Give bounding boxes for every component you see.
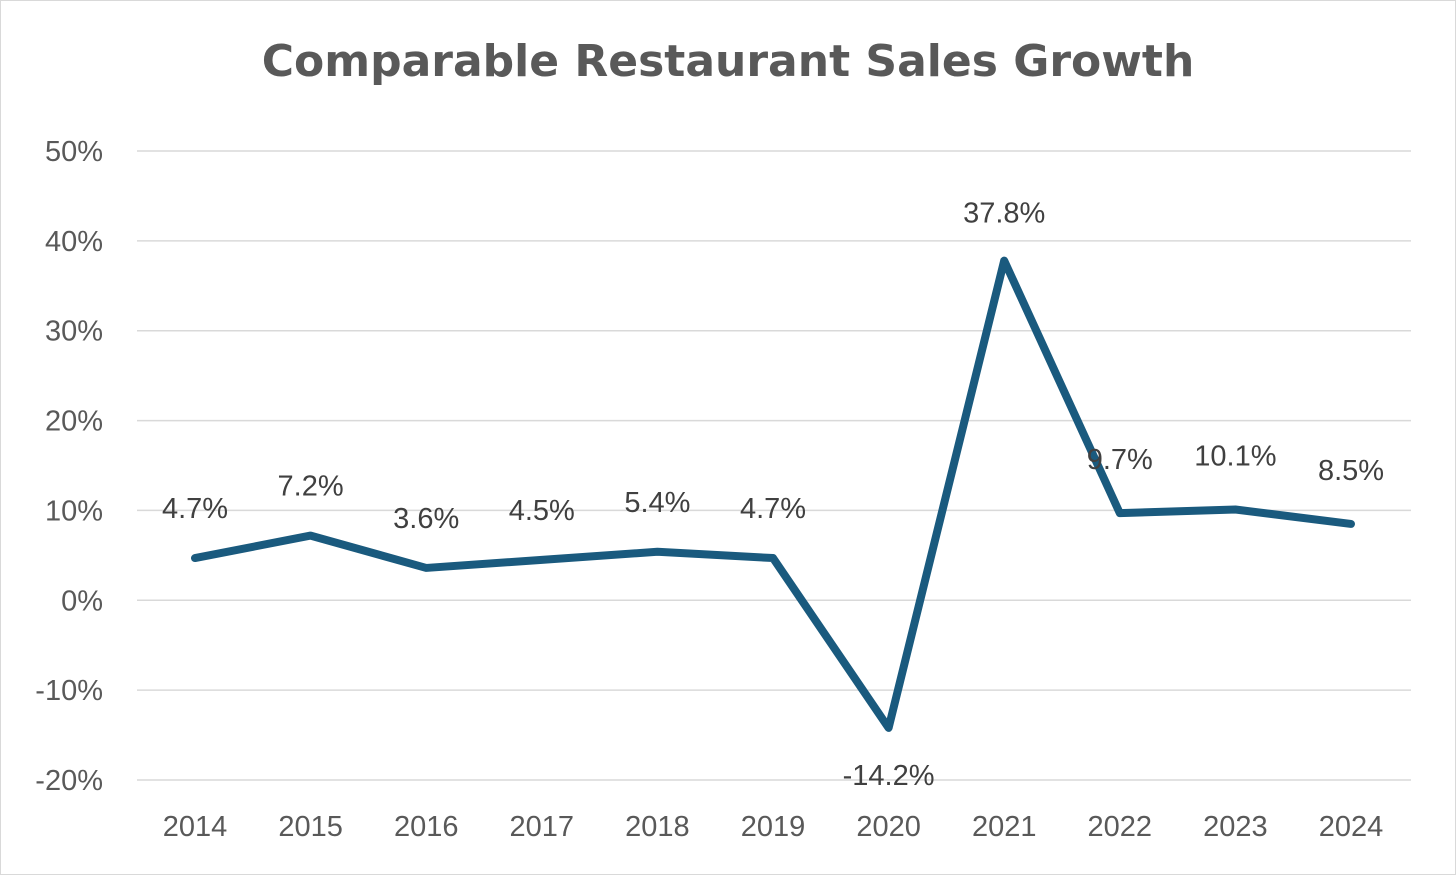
data-label: 8.5%	[1318, 455, 1384, 487]
data-label: 4.7%	[740, 493, 806, 525]
data-label: 10.1%	[1194, 441, 1276, 473]
data-label: 9.7%	[1087, 444, 1153, 476]
y-tick-label: -10%	[35, 675, 103, 707]
x-tick-label: 2019	[741, 811, 806, 843]
x-tick-label: 2021	[972, 811, 1037, 843]
x-tick-label: 2023	[1203, 811, 1268, 843]
data-label: 4.5%	[509, 495, 575, 527]
x-tick-label: 2016	[394, 811, 459, 843]
y-tick-label: 50%	[45, 136, 103, 168]
y-tick-label: -20%	[35, 765, 103, 797]
data-label: 3.6%	[393, 503, 459, 535]
chart-title: Comparable Restaurant Sales Growth	[261, 36, 1195, 87]
x-tick-label: 2022	[1088, 811, 1153, 843]
series-line	[191, 256, 1355, 732]
x-tick-label: 2020	[856, 811, 921, 843]
y-tick-label: 10%	[45, 495, 103, 527]
x-tick-label: 2015	[278, 811, 343, 843]
data-label: 5.4%	[624, 487, 690, 519]
y-tick-label: 40%	[45, 226, 103, 258]
y-tick-label: 0%	[61, 585, 103, 617]
y-tick-label: 20%	[45, 406, 103, 438]
data-label: 7.2%	[278, 471, 344, 503]
x-tick-label: 2014	[163, 811, 228, 843]
x-tick-label: 2017	[510, 811, 575, 843]
y-tick-label: 30%	[45, 316, 103, 348]
x-tick-label: 2024	[1319, 811, 1384, 843]
data-label: -14.2%	[843, 760, 935, 792]
data-label: 4.7%	[162, 493, 228, 525]
x-tick-label: 2018	[625, 811, 690, 843]
data-label: 37.8%	[963, 198, 1045, 230]
